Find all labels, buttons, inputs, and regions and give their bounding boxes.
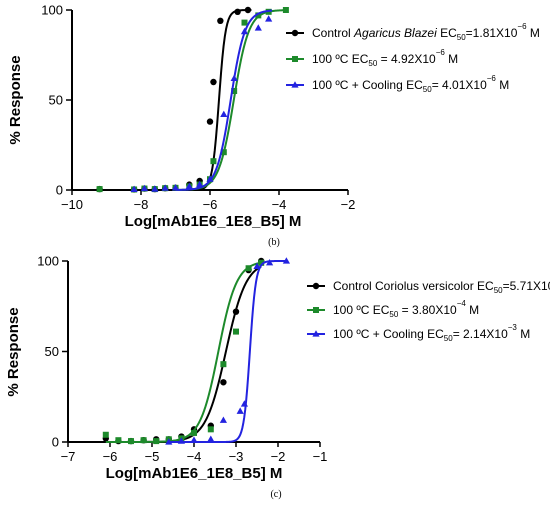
- data-point: [153, 438, 160, 445]
- data-point: [206, 175, 214, 182]
- fit-curve: [105, 261, 262, 443]
- data-point: [102, 431, 109, 438]
- data-point: [219, 416, 227, 423]
- data-point: [185, 182, 193, 189]
- data-point: [220, 110, 228, 117]
- panel-label: (c): [270, 489, 281, 500]
- data-point: [236, 407, 244, 414]
- fit-curve: [168, 260, 287, 443]
- data-point: [258, 259, 265, 266]
- legend-entry-0: Control Coriolus versicolor EC50=5.71X10…: [307, 275, 550, 295]
- data-point: [241, 19, 248, 26]
- x-axis-title: Log[mAb1E6_1E8_B5] M: [106, 465, 283, 482]
- fit-curve: [175, 9, 273, 191]
- x-tick-label: −5: [145, 449, 160, 464]
- data-point: [196, 180, 204, 188]
- fit-curve: [105, 265, 262, 443]
- series-1: [102, 259, 265, 445]
- data-point: [207, 435, 215, 442]
- data-point: [240, 400, 248, 407]
- legend-entry-1: 100 ºC EC50 = 4.92X10−6 M: [286, 48, 458, 68]
- data-point: [140, 437, 147, 444]
- data-point: [231, 88, 238, 94]
- x-tick-label: −4: [187, 449, 202, 464]
- data-point: [217, 17, 224, 24]
- x-tick-label: −1: [313, 449, 328, 464]
- data-point: [253, 262, 261, 270]
- x-tick-label: −6: [103, 449, 118, 464]
- data-point: [220, 361, 227, 368]
- data-point: [128, 438, 134, 445]
- data-point: [245, 265, 252, 272]
- data-point: [177, 437, 185, 444]
- data-point: [171, 184, 180, 191]
- legend-entry-2: 100 ºC + Cooling EC50= 2.14X10−3 M: [307, 323, 530, 343]
- x-tick-label: −2: [271, 449, 286, 464]
- data-point: [210, 78, 217, 86]
- data-point: [161, 184, 169, 191]
- series-2: [130, 9, 273, 193]
- data-point: [282, 257, 290, 264]
- data-point: [282, 7, 289, 13]
- data-point: [220, 379, 227, 386]
- x-tick-label: −3: [229, 449, 244, 464]
- data-point: [232, 308, 240, 315]
- x-tick-label: −7: [61, 449, 76, 464]
- legend-label: Control Agaricus Blazei EC50=1.81X10−6 M: [312, 22, 540, 42]
- legend-entry-2: 100 ºC + Cooling EC50= 4.01X10−6 M: [286, 74, 509, 94]
- x-tick-label: −6: [203, 197, 218, 212]
- series-0: [96, 6, 252, 193]
- data-point: [210, 158, 217, 165]
- x-tick-label: −8: [134, 197, 149, 212]
- fit-curve: [99, 9, 252, 191]
- data-point: [130, 185, 138, 193]
- y-axis-title: % Response: [7, 55, 24, 144]
- legend-label: 100 ºC + Cooling EC50= 2.14X10−3 M: [333, 323, 530, 343]
- x-tick-label: −4: [272, 197, 287, 212]
- x-axis-title: Log[mAb1E6_1E8_B5] M: [125, 213, 302, 230]
- chart-panel-1: −7 −6 −5 −4 −3 −2 −1 0 50 100 Log[mAb1E6_1E8_B5] M…: [5, 254, 550, 501]
- y-tick-label: 50: [45, 344, 59, 359]
- data-point: [254, 24, 262, 31]
- x-tick-label: −10: [61, 197, 83, 212]
- data-point: [265, 15, 273, 22]
- data-point: [244, 6, 252, 14]
- data-point: [207, 426, 214, 433]
- data-point: [206, 118, 214, 125]
- data-point: [96, 186, 103, 193]
- data-point: [190, 436, 198, 443]
- data-point: [191, 429, 197, 436]
- data-point: [266, 259, 274, 266]
- legend-entry-1: 100 ºC EC50 = 3.80X10−4 M: [307, 299, 479, 319]
- data-point: [151, 185, 159, 192]
- data-point: [233, 328, 239, 335]
- x-tick-label: −2: [341, 197, 356, 212]
- data-point: [234, 8, 241, 15]
- series-0: [102, 257, 265, 445]
- data-point: [115, 437, 122, 444]
- data-point: [140, 184, 149, 192]
- series-2: [165, 257, 290, 445]
- y-tick-label: 100: [37, 254, 59, 269]
- legend-label: 100 ºC + Cooling EC50= 4.01X10−6 M: [312, 74, 509, 94]
- data-point: [230, 74, 238, 81]
- y-axis-title: % Response: [5, 307, 22, 396]
- data-point: [220, 149, 227, 156]
- legend-entry-0: Control Agaricus Blazei EC50=1.81X10−6 M: [286, 22, 540, 42]
- legend-label: 100 ºC EC50 = 3.80X10−4 M: [333, 299, 479, 319]
- data-point: [240, 27, 249, 35]
- series-1: [96, 7, 289, 193]
- legend-label: 100 ºC EC50 = 4.92X10−6 M: [312, 48, 458, 68]
- y-tick-label: 50: [49, 93, 63, 108]
- legend-label: Control Coriolus versicolor EC50=5.71X10…: [333, 275, 550, 295]
- y-tick-label: 0: [56, 183, 63, 198]
- data-point: [165, 438, 173, 445]
- chart-panel-0: −10 −8 −6 −4 −2 0 50 100 Log[mAb1E6_1E8_B5] M % R…: [7, 3, 540, 249]
- panel-label: (b): [268, 237, 280, 248]
- data-point: [255, 12, 262, 19]
- y-tick-label: 100: [41, 3, 63, 18]
- y-tick-label: 0: [52, 435, 59, 450]
